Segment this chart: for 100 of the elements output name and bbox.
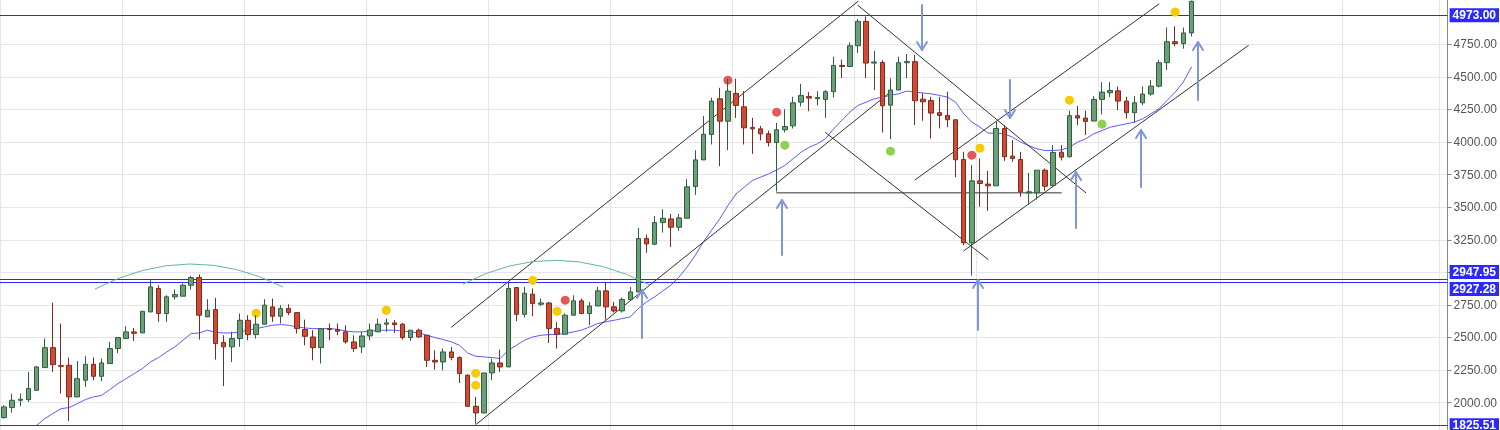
candlestick xyxy=(440,348,446,371)
candlestick xyxy=(920,92,926,122)
y-tick-label: 3750.00 xyxy=(1453,167,1498,182)
candlestick xyxy=(34,365,39,392)
point xyxy=(772,107,782,117)
point xyxy=(1064,95,1074,105)
y-tick-label: 4250.00 xyxy=(1453,102,1498,117)
ref-line-label: 1825.51 xyxy=(1452,418,1497,430)
candlestick xyxy=(636,227,641,293)
candlestick xyxy=(701,115,706,161)
point xyxy=(886,146,896,156)
candlestick xyxy=(1189,0,1194,37)
candlestick xyxy=(912,54,918,126)
candlestick xyxy=(831,56,836,98)
candlestick xyxy=(993,121,999,187)
candlestick xyxy=(977,157,983,208)
candlestick xyxy=(66,357,72,422)
point xyxy=(528,275,538,285)
candlestick xyxy=(855,18,861,54)
candlestick xyxy=(18,393,23,407)
candlestick xyxy=(1124,96,1129,119)
candlestick xyxy=(652,215,657,246)
candlestick xyxy=(514,286,519,322)
candlestick xyxy=(806,91,812,112)
candlestick xyxy=(961,151,966,246)
candlestick xyxy=(286,303,291,316)
candlestick xyxy=(709,97,714,146)
candlestick xyxy=(928,96,934,140)
candlestick xyxy=(871,50,877,91)
candlestick xyxy=(693,149,698,196)
candlestick xyxy=(758,125,763,141)
candlestick xyxy=(180,283,186,297)
candlestick xyxy=(156,284,161,323)
candlestick xyxy=(1148,79,1154,97)
line-series xyxy=(36,66,1192,426)
candlestick xyxy=(1140,85,1145,106)
candlestick xyxy=(424,334,430,368)
candlestick xyxy=(302,319,308,346)
candlestick xyxy=(359,331,365,354)
candlestick xyxy=(595,286,601,307)
candlestick xyxy=(750,117,755,155)
candlestick xyxy=(611,301,617,314)
candlestick xyxy=(172,289,178,301)
y-tick-label: 2250.00 xyxy=(1453,363,1498,378)
point xyxy=(1097,119,1107,129)
candlestick xyxy=(969,164,975,277)
point xyxy=(967,150,977,160)
candlestick xyxy=(1,404,7,420)
candlestick xyxy=(904,53,910,79)
candlestick xyxy=(839,59,845,79)
candlestick xyxy=(1075,105,1080,126)
candlestick xyxy=(1042,167,1048,192)
candlestick xyxy=(318,328,324,365)
candlestick xyxy=(416,328,422,339)
candlestick xyxy=(880,59,885,134)
candlestick xyxy=(522,286,527,319)
candlestick xyxy=(530,287,535,317)
candlestick xyxy=(863,15,869,79)
candlestick xyxy=(205,298,210,318)
ref-line-label: 2927.28 xyxy=(1452,281,1497,296)
candlestick xyxy=(587,301,592,326)
candlestick xyxy=(1067,110,1072,158)
candlestick xyxy=(294,312,300,335)
y-tick-label: 2500.00 xyxy=(1453,330,1498,345)
candlestick xyxy=(58,323,64,395)
candlestick xyxy=(668,213,674,248)
candlestick xyxy=(115,337,121,354)
candlestick xyxy=(188,275,194,291)
candlestick xyxy=(782,108,788,134)
candlestick xyxy=(107,341,113,365)
candlestick xyxy=(335,323,340,336)
point xyxy=(381,305,391,315)
candlestick xyxy=(327,323,332,341)
candlestick xyxy=(42,338,48,369)
candlestick xyxy=(1115,85,1121,111)
candlestick xyxy=(270,298,275,323)
candlestick xyxy=(351,334,357,353)
candlestick xyxy=(408,329,413,342)
candlestick xyxy=(99,358,104,382)
candlestick xyxy=(571,294,576,316)
candlestick xyxy=(1083,110,1088,136)
candlestick xyxy=(628,286,633,301)
y-tick-label: 4500.00 xyxy=(1453,69,1498,84)
candlestick xyxy=(798,83,804,107)
candlestick xyxy=(1018,151,1023,198)
point xyxy=(552,306,562,316)
candlestick xyxy=(1099,81,1105,115)
candlestick xyxy=(196,274,202,341)
candlestick xyxy=(1002,124,1007,162)
point xyxy=(780,140,790,150)
point xyxy=(471,380,481,390)
candlestick xyxy=(823,89,828,119)
candlestick xyxy=(953,119,958,178)
candlestick xyxy=(725,78,731,151)
candlestick xyxy=(774,122,779,193)
candlestick xyxy=(50,302,56,373)
candlestick xyxy=(888,77,893,140)
candlestick xyxy=(1164,27,1170,71)
candlestick xyxy=(74,360,80,398)
candlestick xyxy=(1181,27,1186,50)
